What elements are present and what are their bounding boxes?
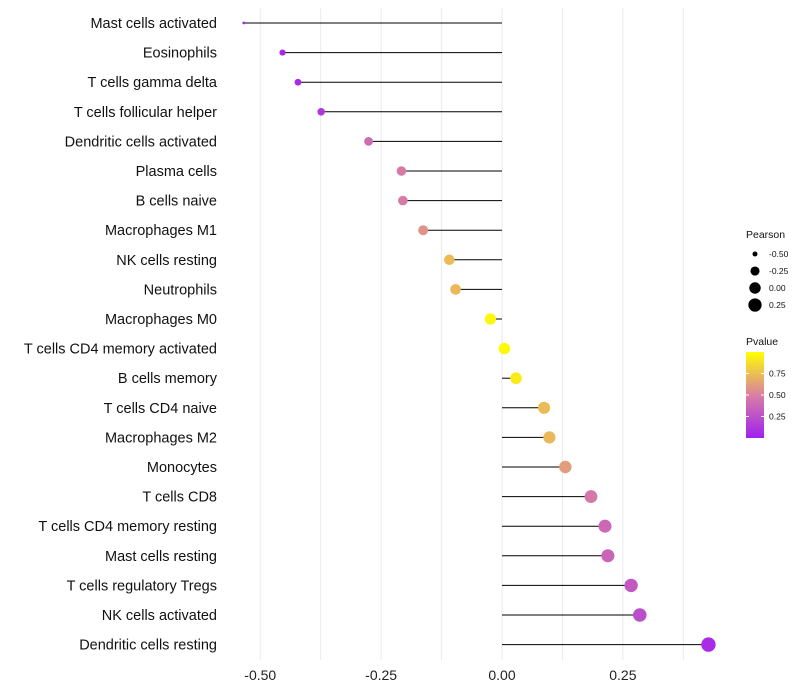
grid-layer [259, 8, 684, 660]
size-legend-label: 0.00 [769, 283, 786, 293]
color-legend-label: 0.50 [769, 390, 786, 400]
category-label: Plasma cells [136, 164, 217, 180]
legend: Pearson Pvalue -0.50 -0.25 0.00 0.25 0.75 0.5… [746, 229, 789, 438]
lollipop-point [633, 608, 647, 622]
size-legend-label: -0.50 [769, 249, 789, 259]
lollipop-point [418, 225, 429, 236]
category-label: T cells CD4 memory resting [38, 519, 217, 535]
lollipop-point [484, 313, 497, 325]
category-label: Dendritic cells resting [79, 638, 217, 654]
lollipop-point [584, 490, 598, 504]
category-label: B cells naive [136, 194, 217, 210]
size-legend-label: -0.25 [769, 266, 789, 276]
size-legend-label: 0.25 [769, 300, 786, 310]
category-label: T cells gamma delta [88, 75, 218, 91]
lollipop-point [624, 578, 638, 593]
lollipop-point [543, 431, 556, 444]
lollipop-point [364, 136, 373, 146]
category-label: Mast cells resting [105, 549, 217, 565]
lollipop-point [294, 78, 302, 86]
x-tick-label: -0.50 [244, 667, 276, 683]
lollipop-point [510, 372, 522, 385]
lollipop-point [538, 401, 551, 414]
category-label: T cells follicular helper [74, 105, 217, 121]
category-label: Macrophages M1 [105, 223, 217, 239]
size-legend-key [752, 251, 758, 257]
lollipop-point [601, 549, 615, 563]
lollipop-point [317, 108, 325, 116]
point-layer [242, 21, 716, 652]
size-legend-key [748, 298, 762, 312]
lollipop-point [598, 519, 612, 533]
category-label: Macrophages M0 [105, 312, 217, 328]
category-label: NK cells resting [116, 253, 217, 269]
x-axis-ticks: -0.50 -0.25 0.00 0.25 [244, 667, 636, 683]
lollipop-point [396, 166, 407, 176]
x-tick-label: 0.25 [609, 667, 636, 683]
lollipop-point [498, 342, 511, 355]
size-legend-key [749, 282, 761, 294]
x-tick-label: -0.25 [365, 667, 397, 683]
category-label: T cells CD4 memory activated [24, 342, 217, 358]
pvalue-colorbar [746, 352, 764, 438]
lollipop-point [559, 460, 572, 474]
lollipop-point [701, 637, 716, 652]
x-tick-label: 0.00 [488, 667, 515, 683]
color-legend-label: 0.25 [769, 412, 786, 422]
category-label: Macrophages M2 [105, 430, 217, 446]
size-legend-key [750, 266, 760, 276]
category-label: T cells CD4 naive [104, 401, 217, 417]
category-label: NK cells activated [102, 608, 217, 624]
lollipop-point [444, 254, 455, 266]
size-legend-title: Pearson [746, 229, 785, 241]
category-label: Dendritic cells activated [65, 134, 217, 150]
category-label: T cells regulatory Tregs [67, 578, 217, 594]
category-label: Eosinophils [143, 46, 217, 62]
lollipop-point [279, 49, 286, 56]
category-labels: Mast cells activated Eosinophils T cells g… [24, 16, 218, 654]
color-legend-label: 0.75 [769, 369, 786, 379]
category-label: Neutrophils [144, 282, 217, 298]
lollipop-point [242, 21, 246, 25]
category-label: Monocytes [147, 460, 217, 476]
color-legend-title: Pvalue [746, 336, 778, 348]
category-label: B cells memory [118, 371, 218, 387]
category-label: T cells CD8 [142, 490, 217, 506]
lollipop-point [398, 195, 408, 206]
lollipop-point [450, 284, 461, 295]
category-label: Mast cells activated [90, 16, 217, 32]
stem-layer [243, 22, 709, 646]
